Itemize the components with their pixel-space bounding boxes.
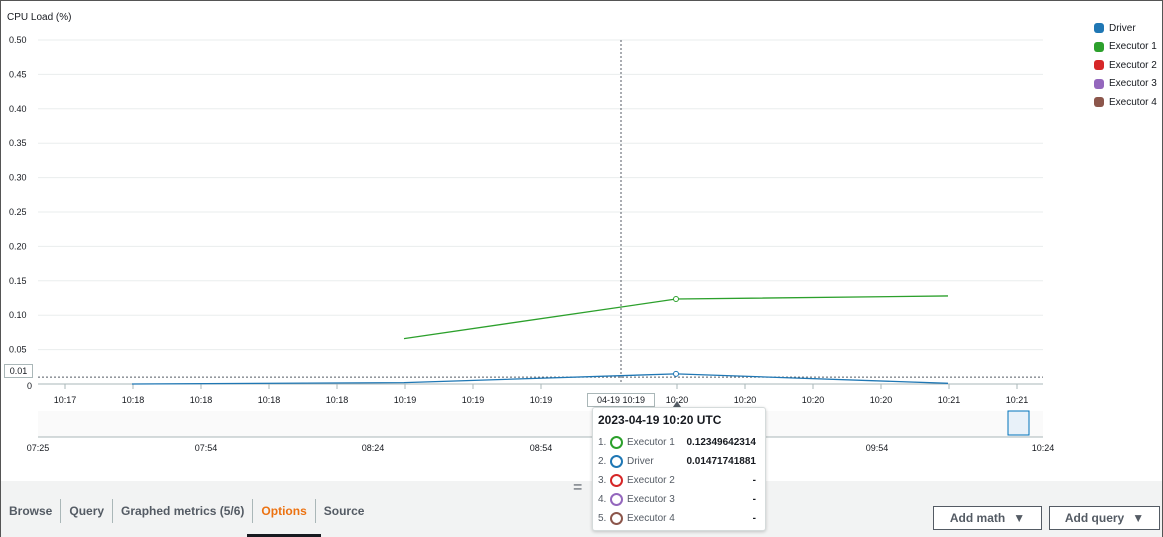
series-name: Driver bbox=[627, 456, 654, 467]
crosshair-x-label: 04-19 10:19 bbox=[587, 393, 655, 407]
y-axis-label: CPU Load (%) bbox=[7, 12, 72, 23]
x-tick-label: 10:18 bbox=[122, 395, 145, 405]
navigator-tick-label: 07:25 bbox=[27, 443, 50, 453]
series-value: - bbox=[752, 475, 756, 486]
row-index: 1. bbox=[598, 437, 607, 448]
tooltip-row: 3. Executor 2 - bbox=[598, 471, 760, 490]
y-tick-label: 0 bbox=[27, 381, 32, 391]
x-tick-label: 10:19 bbox=[530, 395, 553, 405]
legend-label: Driver bbox=[1109, 22, 1136, 34]
legend-item-executor-4[interactable]: Executor 4 bbox=[1094, 93, 1157, 112]
series-circle-icon bbox=[610, 512, 623, 525]
cpu-load-chart[interactable]: 0 0.05 0.10 0.15 0.20 0.25 0.30 0.35 0.40 0.45 0.5… bbox=[1, 1, 1163, 481]
add-query-button[interactable]: Add query ▼ bbox=[1049, 506, 1160, 530]
x-tick-label: 10:19 bbox=[394, 395, 417, 405]
y-tick-label: 0.20 bbox=[9, 241, 27, 251]
tooltip-row: 2. Driver 0.01471741881 bbox=[598, 452, 760, 471]
legend-label: Executor 3 bbox=[1109, 78, 1157, 90]
swatch bbox=[1094, 23, 1104, 34]
x-tick-label: 10:18 bbox=[326, 395, 349, 405]
data-point bbox=[673, 296, 679, 303]
x-tick-label: 10:20 bbox=[734, 395, 757, 405]
legend-item-driver[interactable]: Driver bbox=[1094, 19, 1157, 38]
y-tick-label: 0.05 bbox=[9, 345, 27, 355]
x-tick-label: 10:18 bbox=[190, 395, 213, 405]
y-tick-label: 0.35 bbox=[9, 138, 27, 148]
series-name: Executor 2 bbox=[627, 475, 675, 486]
swatch bbox=[1094, 97, 1104, 108]
row-index: 5. bbox=[598, 513, 607, 524]
series-value: - bbox=[752, 513, 756, 524]
series-circle-icon bbox=[610, 474, 623, 487]
tab-browse[interactable]: Browse bbox=[1, 499, 62, 523]
legend-label: Executor 1 bbox=[1109, 41, 1157, 53]
series-value: - bbox=[752, 494, 756, 505]
swatch bbox=[1094, 60, 1104, 71]
tab-query[interactable]: Query bbox=[61, 499, 114, 523]
tab-graphed-metrics[interactable]: Graphed metrics (5/6) bbox=[113, 499, 254, 523]
legend-label: Executor 4 bbox=[1109, 96, 1157, 108]
row-index: 4. bbox=[598, 494, 607, 505]
navigator-tick-label: 08:24 bbox=[362, 443, 385, 453]
navigator-tick-label: 09:54 bbox=[866, 443, 889, 453]
x-tick-label: 10:20 bbox=[870, 395, 893, 405]
tooltip-title: 2023-04-19 10:20 UTC bbox=[598, 413, 722, 427]
x-tick-label: 10:20 bbox=[666, 395, 689, 405]
y-tick-label: 0.15 bbox=[9, 276, 27, 286]
add-math-label: Add math bbox=[949, 511, 1006, 525]
swatch bbox=[1094, 78, 1104, 89]
tooltip-row: 1. Executor 1 0.12349642314 bbox=[598, 433, 760, 452]
series-circle-icon bbox=[610, 455, 623, 468]
row-index: 2. bbox=[598, 456, 607, 467]
y-tick-label: 0.50 bbox=[9, 35, 27, 45]
navigator-tick-label: 10:24 bbox=[1032, 443, 1055, 453]
legend-label: Executor 2 bbox=[1109, 59, 1157, 71]
series-line-driver bbox=[131, 373, 949, 385]
navigator-selection bbox=[1007, 410, 1030, 436]
series-circle-icon bbox=[610, 493, 623, 506]
series-circle-icon bbox=[610, 436, 623, 449]
tooltip-pointer bbox=[673, 401, 681, 407]
tooltip: 2023-04-19 10:20 UTC 1. Executor 1 0.12349… bbox=[592, 407, 766, 531]
y-tick-label: 0.25 bbox=[9, 207, 27, 217]
add-query-label: Add query bbox=[1064, 511, 1125, 525]
x-tick-label: 10:19 bbox=[462, 395, 485, 405]
legend-item-executor-3[interactable]: Executor 3 bbox=[1094, 75, 1157, 94]
tab-source[interactable]: Source bbox=[323, 504, 365, 518]
add-math-button[interactable]: Add math ▼ bbox=[933, 506, 1042, 530]
data-point bbox=[673, 370, 679, 377]
tab-bar: Browse Query Graphed metrics (5/6) Optio… bbox=[1, 499, 372, 537]
legend-item-executor-2[interactable]: Executor 2 bbox=[1094, 56, 1157, 75]
legend: Driver Executor 1 Executor 2 Executor 3 … bbox=[1094, 19, 1157, 112]
x-tick-label: 10:20 bbox=[802, 395, 825, 405]
navigator bbox=[38, 411, 1043, 437]
series-name: Executor 1 bbox=[627, 437, 675, 448]
y-tick-label: 0.10 bbox=[9, 310, 27, 320]
tooltip-row: 5. Executor 4 - bbox=[598, 509, 760, 528]
caret-down-icon: ▼ bbox=[1013, 511, 1026, 525]
x-tick-label: 10:17 bbox=[54, 395, 77, 405]
tab-options[interactable]: Options bbox=[247, 499, 322, 537]
series-value: 0.01471741881 bbox=[686, 456, 756, 467]
y-tick-label: 0.45 bbox=[9, 69, 27, 79]
series-line-executor-1 bbox=[403, 295, 949, 340]
tooltip-row: 4. Executor 3 - bbox=[598, 490, 760, 509]
series-name: Executor 4 bbox=[627, 513, 675, 524]
y-tick-label: 0.40 bbox=[9, 104, 27, 114]
series-name: Executor 3 bbox=[627, 494, 675, 505]
x-tick-label: 10:21 bbox=[938, 395, 961, 405]
y-tick-label: 0.30 bbox=[9, 173, 27, 183]
x-tick-label: 10:21 bbox=[1006, 395, 1029, 405]
caret-down-icon: ▼ bbox=[1132, 511, 1145, 525]
series-value: 0.12349642314 bbox=[686, 437, 756, 448]
row-index: 3. bbox=[598, 475, 607, 486]
navigator-tick-label: 07:54 bbox=[195, 443, 218, 453]
x-tick-label: 10:18 bbox=[258, 395, 281, 405]
resize-handle[interactable]: = bbox=[573, 479, 583, 496]
swatch bbox=[1094, 41, 1104, 52]
navigator-tick-label: 08:54 bbox=[530, 443, 553, 453]
crosshair-y-label: 0.01 bbox=[4, 364, 33, 378]
legend-item-executor-1[interactable]: Executor 1 bbox=[1094, 38, 1157, 57]
